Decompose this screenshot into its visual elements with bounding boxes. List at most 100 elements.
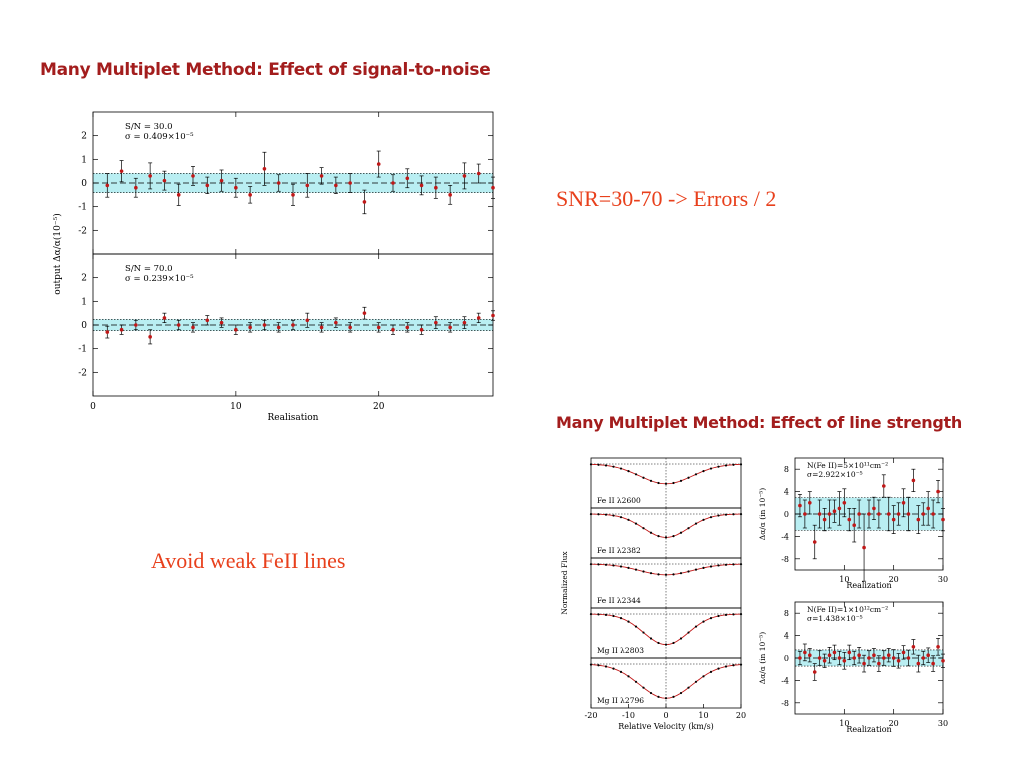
data-point [822,659,827,663]
data-point [931,512,935,516]
flux-point [634,680,638,683]
data-point [857,512,861,516]
data-point [476,171,481,176]
x-tick-label: 20 [889,719,899,728]
flux-point [739,463,743,466]
flux-point [604,665,608,668]
panel-label-line2: σ = 0.239×10⁻⁵ [125,274,194,284]
data-point [376,162,381,166]
data-point [148,335,152,339]
flux-point [664,697,668,700]
data-point [491,313,495,318]
flux-point [649,479,653,482]
flux-point [627,620,630,623]
data-point [291,323,295,327]
data-point [812,670,817,674]
data-point [419,327,424,332]
flux-point [597,563,600,566]
data-point [886,512,891,516]
data-point [803,650,807,655]
data-point [419,183,424,188]
y-tick-label: -2 [78,226,87,236]
flux-point [604,613,608,616]
data-point [291,193,295,197]
data-point [798,656,802,660]
data-point [842,659,847,663]
flux-point [634,522,638,525]
slide-heading-snr: Many Multiplet Method: Effect of signal-… [40,60,491,80]
data-point [857,653,861,657]
flux-point [732,664,735,667]
line-strength-figure: 8 4 0 -4 -8 10 20 30 N(Fe II)=5×10¹¹cm⁻²σ=2.922×… [758,457,948,734]
flux-point [709,565,713,568]
x-tick-label: -20 [585,711,598,720]
feii-note: Avoid weak FeII lines [151,548,346,573]
flux-point [642,570,645,573]
flux-point [664,573,668,576]
data-point [877,661,881,666]
x-tick-label: 0 [663,711,668,720]
flux-point [634,625,638,628]
data-point [803,512,807,516]
data-point [476,316,481,320]
data-point [862,545,866,550]
data-point [305,318,310,323]
y-axis-title: output Δα/α(10⁻⁵) [52,213,63,294]
flux-point [717,514,720,517]
data-point [926,506,930,511]
data-point [105,330,110,334]
data-point [376,325,381,330]
panel-label-line1: N(Fe II)=5×10¹¹cm⁻² [807,461,888,470]
flux-point [687,686,690,689]
data-point [119,327,124,332]
flux-point [642,686,645,689]
flux-point [732,463,735,466]
y-tick-label: -2 [78,368,87,378]
y-tick-label: -1 [78,203,87,213]
flux-point [709,467,713,470]
data-point [808,501,812,505]
data-point [916,661,921,666]
x-tick-label: 10 [230,402,242,412]
data-point [205,183,210,188]
data-point [901,501,906,505]
flux-point [724,464,728,467]
data-point [334,183,338,188]
panel-label-line2: σ=2.922×10⁻⁵ [807,470,863,479]
x-tick-label: 10 [698,711,708,720]
flux-point [604,464,608,467]
data-point [234,185,238,190]
data-point [391,327,395,332]
flux-point [672,535,675,538]
data-point [319,325,324,330]
data-point [822,517,827,522]
data-point [832,509,837,513]
data-point [901,650,906,655]
panel-label-line1: N(Fe II)=1×10¹²cm⁻² [807,605,888,614]
flux-point [612,614,615,618]
data-point [877,512,881,516]
profile-label: Fe II λ2344 [597,596,641,605]
flux-point [702,518,705,521]
data-point [882,656,886,660]
x-tick-label: 30 [938,719,948,728]
flux-point [702,566,705,569]
data-point [191,174,195,178]
data-point [941,659,945,663]
flux-point [649,572,653,575]
x-tick-label: 0 [90,402,96,412]
data-point [891,517,896,522]
flux-point [657,535,660,538]
flux-point [694,680,698,683]
data-point [434,185,438,190]
flux-point [732,613,735,616]
data-point [119,169,124,173]
flux-point [687,476,690,479]
flux-point [619,467,623,470]
y-tick-label: 1 [81,297,87,307]
flux-point [672,481,675,485]
flux-point [717,614,720,618]
y-tick-label: 0 [81,321,87,331]
data-point [798,503,802,508]
